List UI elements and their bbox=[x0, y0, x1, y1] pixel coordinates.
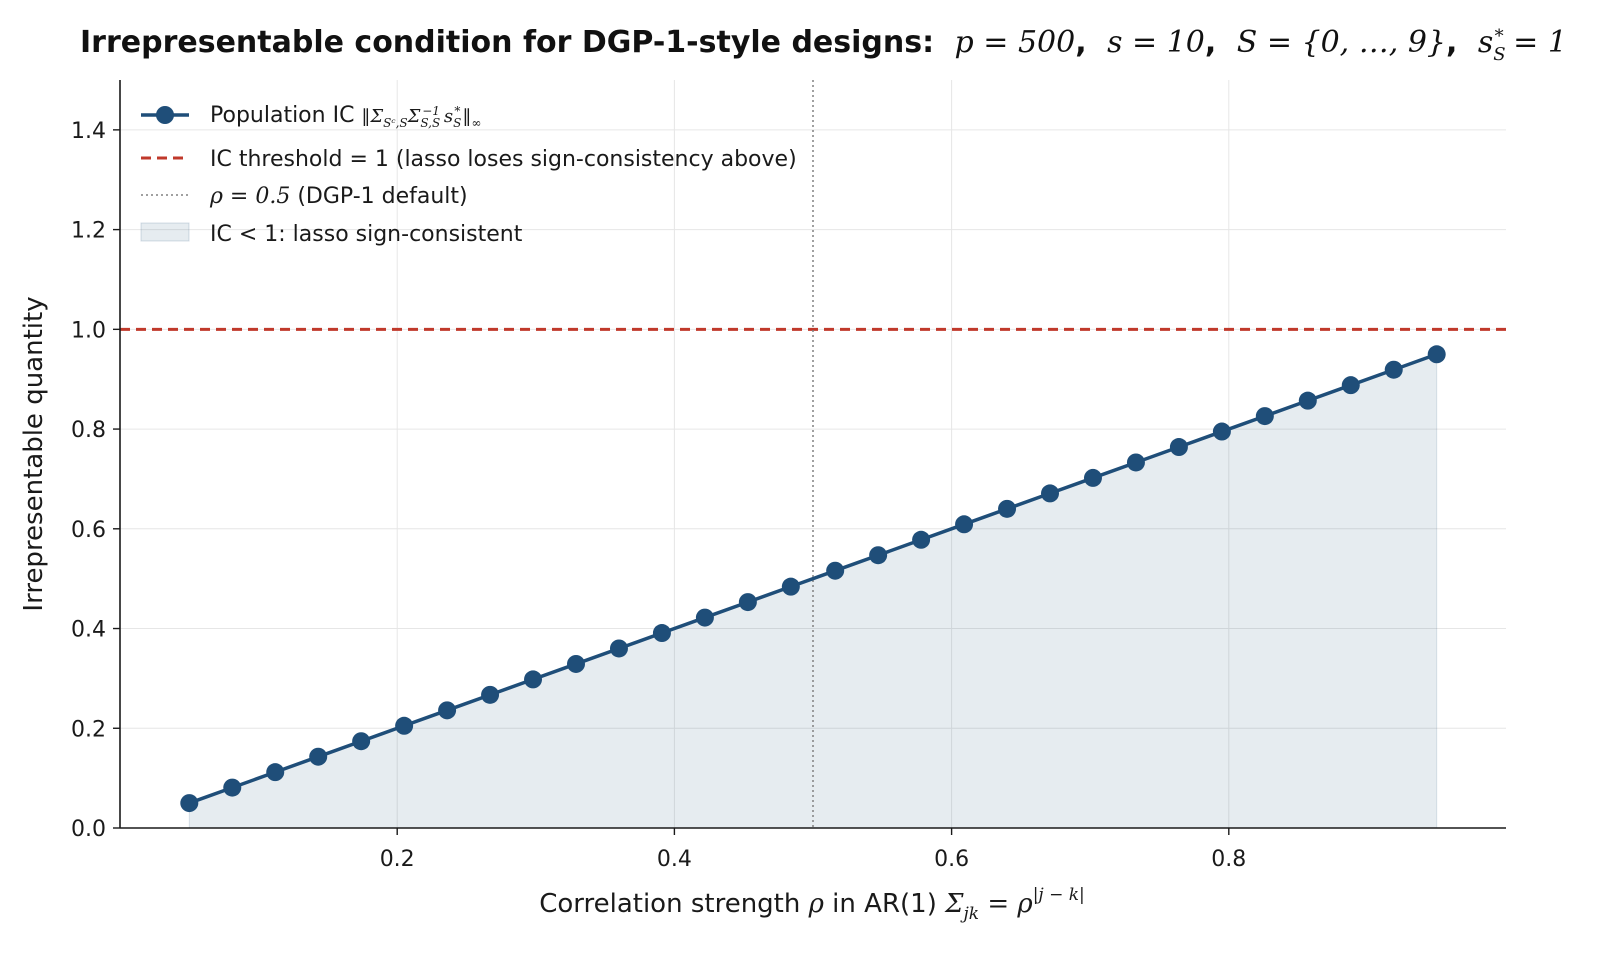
legend-label-ic: Population IC ‖ΣSᶜ,SΣS,S−1 sS* ‖∞ bbox=[210, 103, 481, 130]
legend-item-threshold: IC threshold = 1 (lasso loses sign-consi… bbox=[141, 147, 797, 172]
data-point-12 bbox=[695, 608, 714, 627]
legend-label-rho: ρ = 0.5 (DGP-1 default) bbox=[209, 184, 468, 209]
title-sS-val: = 1 bbox=[1504, 25, 1567, 60]
data-point-29 bbox=[1427, 345, 1446, 364]
title-sep-2: , bbox=[1205, 25, 1216, 60]
xlabel-sigma-sub: jk bbox=[960, 904, 980, 924]
legend-item-fill: IC < 1: lasso sign-consistent bbox=[140, 222, 523, 247]
data-point-18 bbox=[955, 515, 974, 534]
x-tick-label-0: 0.2 bbox=[380, 847, 415, 872]
data-point-17 bbox=[912, 530, 931, 549]
data-point-15 bbox=[826, 561, 845, 580]
data-point-5 bbox=[395, 716, 414, 735]
title-s: s = 10 bbox=[1107, 25, 1205, 60]
xlabel-sigma: Σ bbox=[944, 889, 964, 919]
data-point-11 bbox=[652, 624, 671, 643]
xlabel-lead: Correlation strength bbox=[539, 889, 808, 919]
data-point-4 bbox=[352, 732, 371, 751]
title-sep-3: , bbox=[1446, 25, 1457, 60]
data-point-13 bbox=[738, 593, 757, 612]
xlabel-sup: |j − k| bbox=[1033, 885, 1085, 905]
legend-ic-sub4: ∞ bbox=[471, 116, 481, 130]
data-point-23 bbox=[1169, 438, 1188, 457]
legend-ic-s: s bbox=[444, 106, 453, 127]
data-point-0 bbox=[180, 794, 199, 813]
data-point-21 bbox=[1083, 468, 1102, 487]
data-point-7 bbox=[481, 685, 500, 704]
data-point-14 bbox=[781, 577, 800, 596]
legend-ic-sub2: S,S bbox=[420, 116, 440, 130]
y-tick-label-6: 1.2 bbox=[71, 219, 106, 244]
legend-swatch-fill bbox=[140, 222, 190, 242]
legend-swatch-ic-marker bbox=[156, 106, 174, 124]
data-point-19 bbox=[998, 499, 1017, 518]
x-tick-label-3: 0.8 bbox=[1211, 847, 1246, 872]
xlabel-rho: ρ bbox=[808, 889, 825, 919]
xlabel-eq: = ρ bbox=[979, 889, 1033, 919]
title-S: S = {0, …, 9} bbox=[1237, 25, 1446, 60]
x-tick-label-2: 0.6 bbox=[934, 847, 969, 872]
legend-ic-lead: Population IC bbox=[210, 103, 361, 128]
legend-ic-math: ‖Σ bbox=[361, 106, 383, 127]
legend-label-threshold: IC threshold = 1 (lasso loses sign-consi… bbox=[210, 147, 797, 172]
title-sS-sub: S bbox=[1493, 44, 1505, 65]
legend-ic-sup3: * bbox=[454, 104, 460, 118]
y-tick-label-5: 1.0 bbox=[71, 318, 106, 343]
data-point-27 bbox=[1341, 376, 1360, 395]
data-point-9 bbox=[566, 654, 585, 673]
xlabel-mid: in AR(1) bbox=[824, 889, 945, 919]
axes bbox=[119, 80, 1506, 829]
legend-ic-mid: Σ bbox=[407, 106, 421, 127]
data-point-28 bbox=[1384, 360, 1403, 379]
data-point-1 bbox=[223, 778, 242, 797]
y-tick-label-1: 0.2 bbox=[71, 717, 106, 742]
data-point-3 bbox=[309, 747, 328, 766]
y-tick-label-3: 0.6 bbox=[71, 518, 106, 543]
reference-lines bbox=[120, 80, 1506, 828]
title-bold: Irrepresentable condition for DGP-1-styl… bbox=[80, 25, 934, 60]
chart-title: Irrepresentable condition for DGP-1-styl… bbox=[80, 25, 1567, 65]
legend-rho-rest: (DGP-1 default) bbox=[290, 184, 467, 209]
x-tick-label-1: 0.4 bbox=[657, 847, 692, 872]
data-point-16 bbox=[869, 546, 888, 565]
legend-ic-end: ‖ bbox=[462, 106, 471, 127]
series-layer bbox=[180, 345, 1446, 813]
legend-item-rho: ρ = 0.5 (DGP-1 default) bbox=[141, 184, 468, 209]
data-point-26 bbox=[1298, 391, 1317, 410]
data-point-20 bbox=[1041, 484, 1060, 503]
legend: Population IC ‖ΣSᶜ,SΣS,S−1 sS* ‖∞ IC thres… bbox=[140, 103, 797, 247]
y-tick-label-0: 0.0 bbox=[71, 817, 106, 842]
ticks: 0.2 0.4 0.6 0.8 0.0 0.2 0.4 0.6 0.8 1.0 1.2 1.4 bbox=[71, 119, 1246, 872]
title-sS: s bbox=[1478, 25, 1493, 60]
data-point-6 bbox=[438, 701, 457, 720]
y-tick-label-4: 0.8 bbox=[71, 418, 106, 443]
legend-ic-sub3: S bbox=[453, 116, 461, 130]
legend-rho-math: ρ = 0.5 bbox=[209, 184, 290, 209]
data-point-24 bbox=[1212, 422, 1231, 441]
data-point-25 bbox=[1255, 407, 1274, 426]
title-p: p = 500 bbox=[955, 25, 1076, 60]
legend-ic-sup2: −1 bbox=[422, 104, 440, 118]
legend-ic-sub1: Sᶜ,S bbox=[383, 116, 408, 130]
y-tick-label-2: 0.4 bbox=[71, 618, 106, 643]
data-point-22 bbox=[1126, 453, 1145, 472]
y-tick-label-7: 1.4 bbox=[71, 119, 106, 144]
x-axis-label: Correlation strength ρ in AR(1) Σjk = ρ|… bbox=[539, 885, 1085, 924]
title-sep-1: , bbox=[1075, 25, 1086, 60]
legend-item-ic: Population IC ‖ΣSᶜ,SΣS,S−1 sS* ‖∞ bbox=[141, 103, 481, 130]
title-sS-sup: * bbox=[1495, 26, 1504, 47]
data-point-10 bbox=[609, 639, 628, 658]
y-axis-label: Irrepresentable quantity bbox=[19, 296, 49, 611]
legend-label-fill: IC < 1: lasso sign-consistent bbox=[210, 222, 523, 247]
data-point-2 bbox=[266, 763, 285, 782]
data-point-8 bbox=[524, 670, 543, 689]
